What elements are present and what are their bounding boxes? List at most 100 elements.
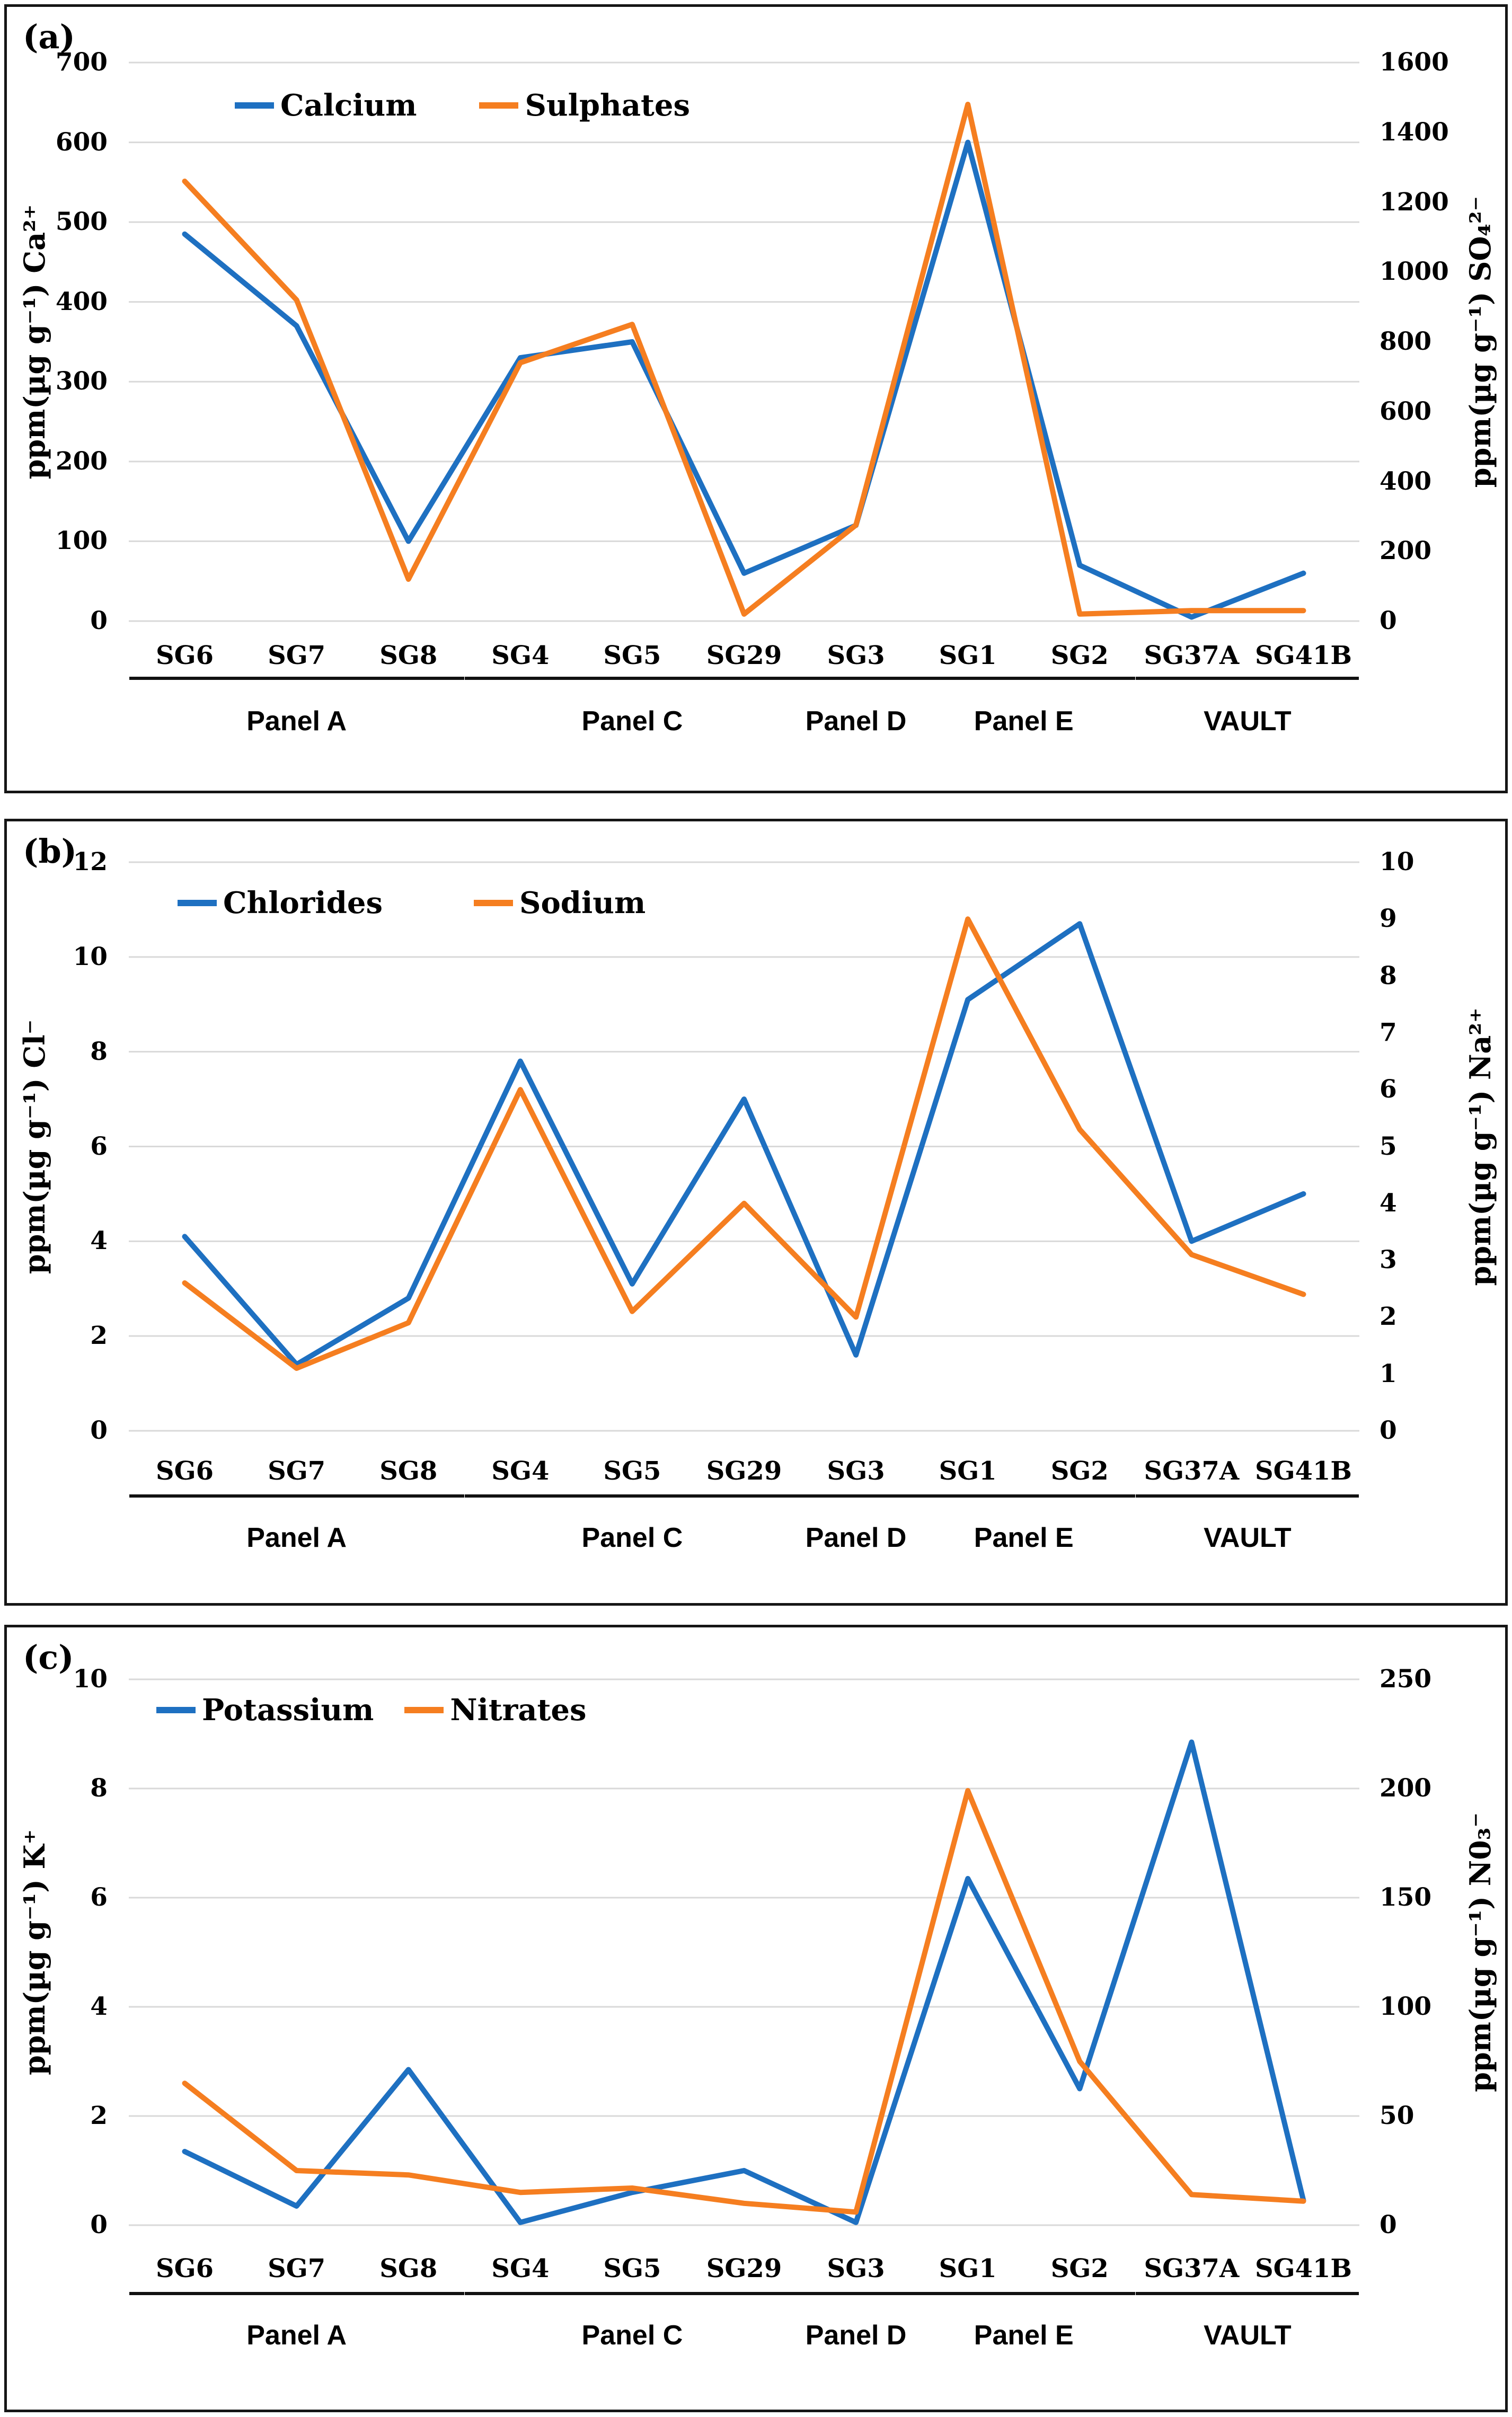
x-category-label: SG41B	[1254, 641, 1352, 670]
legend-swatch-chlorides	[178, 900, 217, 906]
x-category-label: SG41B	[1254, 2254, 1352, 2283]
y-axis-title-left: ppm(µg g⁻¹) Ca²⁺	[17, 204, 51, 480]
panel-group-label: Panel C	[581, 1522, 683, 1553]
y-left-tick-label: 0	[90, 1416, 108, 1445]
panel-group-label: Panel E	[974, 2320, 1074, 2351]
panel-group-label: Panel A	[246, 1522, 347, 1553]
x-category-label: SG37A	[1144, 1456, 1240, 1486]
y-axis-title-right: ppm(µg g⁻¹) N0₃⁻	[1463, 1812, 1497, 2092]
x-category-label: SG8	[379, 1456, 438, 1486]
y-right-tick-label: 0	[1380, 606, 1397, 635]
group-underline	[464, 677, 800, 680]
group-underline	[784, 1494, 928, 1498]
y-right-tick-label: 7	[1380, 1017, 1397, 1047]
group-underline	[912, 1494, 1136, 1498]
y-left-tick-label: 10	[73, 1665, 108, 1694]
legend-item-sodium: Sodium	[474, 888, 646, 918]
group-underline	[464, 1494, 800, 1498]
series-line-nitrates	[182, 1788, 1306, 2215]
y-right-tick-label: 4	[1380, 1188, 1397, 1218]
panel-group-label: Panel C	[581, 706, 683, 737]
y-left-tick-label: 0	[90, 2210, 108, 2239]
x-category-label: SG3	[827, 1456, 885, 1486]
legend-label: Potassium	[202, 1693, 374, 1728]
series-line-calcium	[182, 139, 1306, 620]
legend-swatch-sulphates	[479, 102, 519, 109]
y-left-tick-label: 200	[55, 446, 108, 476]
legend-item-sulphates: Sulphates	[479, 91, 690, 120]
panel-group-label: VAULT	[1204, 1522, 1292, 1553]
y-left-tick-label: 600	[55, 127, 108, 157]
chart-panel-c: (c) Potassium Nitrates ppm(µg g⁻¹) K⁺ pp…	[4, 1625, 1508, 2412]
panel-group-label: Panel A	[246, 706, 347, 737]
y-right-tick-label: 200	[1380, 1774, 1432, 1803]
y-left-tick-label: 500	[55, 207, 108, 237]
x-category-label: SG6	[156, 2254, 214, 2283]
y-right-tick-label: 5	[1380, 1131, 1397, 1161]
group-underline	[464, 2292, 800, 2295]
x-category-label: SG6	[156, 1456, 214, 1486]
legend-swatch-sodium	[474, 900, 513, 906]
legend-item-calcium: Calcium	[235, 91, 417, 120]
y-left-tick-label: 2	[90, 1321, 108, 1351]
series-line-sulphates	[182, 102, 1306, 617]
series-line-sodium	[182, 916, 1306, 1371]
legend-item-potassium: Potassium	[156, 1695, 374, 1725]
y-right-tick-label: 400	[1380, 466, 1432, 496]
y-left-tick-label: 10	[73, 942, 108, 971]
x-category-label: SG6	[156, 641, 214, 670]
legend: Calcium Sulphates	[235, 91, 690, 120]
y-right-tick-label: 200	[1380, 536, 1432, 566]
x-category-label: SG37A	[1144, 641, 1240, 670]
y-axis-title-right: ppm(µg g⁻¹) Na²⁺	[1463, 1007, 1497, 1286]
legend-item-nitrates: Nitrates	[404, 1695, 587, 1725]
x-category-label: SG3	[827, 641, 885, 670]
y-axis-title-left: ppm(µg g⁻¹) K⁺	[17, 1829, 51, 2075]
y-right-tick-label: 1000	[1380, 257, 1449, 287]
legend-item-chlorides: Chlorides	[178, 888, 383, 918]
y-right-tick-label: 600	[1380, 396, 1432, 426]
x-category-label: SG3	[827, 2254, 885, 2283]
y-right-tick-label: 2	[1380, 1302, 1397, 1332]
legend-label: Calcium	[280, 88, 417, 123]
chart-panel-a: (a) Calcium Sulphates ppm(µg g⁻¹) Ca²⁺ p…	[4, 4, 1508, 793]
y-right-tick-label: 9	[1380, 904, 1397, 934]
x-category-label: SG1	[939, 2254, 997, 2283]
y-right-tick-label: 3	[1380, 1245, 1397, 1275]
x-category-label: SG29	[706, 2254, 782, 2283]
panel-group-label: Panel C	[581, 2320, 683, 2351]
x-category-label: SG7	[268, 641, 326, 670]
y-right-tick-label: 6	[1380, 1075, 1397, 1104]
y-left-tick-label: 100	[55, 526, 108, 556]
y-left-tick-label: 400	[55, 287, 108, 316]
panel-letter: (c)	[23, 1638, 74, 1677]
group-underline	[1136, 677, 1359, 680]
series-line-chlorides	[182, 921, 1306, 1367]
series-line-potassium	[182, 1739, 1306, 2225]
x-category-label: SG1	[939, 1456, 997, 1486]
x-category-label: SG5	[603, 641, 661, 670]
y-right-tick-label: 250	[1380, 1665, 1432, 1694]
x-category-label: SG4	[491, 641, 550, 670]
group-underline	[912, 677, 1136, 680]
x-category-label: SG29	[706, 641, 782, 670]
legend-swatch-calcium	[235, 102, 274, 109]
panel-group-label: VAULT	[1204, 2320, 1292, 2351]
y-left-tick-label: 0	[90, 606, 108, 635]
x-category-label: SG37A	[1144, 2254, 1240, 2283]
y-right-tick-label: 0	[1380, 1416, 1397, 1445]
y-right-tick-label: 10	[1380, 847, 1414, 877]
legend: Potassium Nitrates	[156, 1695, 587, 1725]
x-category-label: SG29	[706, 1456, 782, 1486]
x-category-label: SG2	[1050, 641, 1109, 670]
x-category-label: SG8	[379, 2254, 438, 2283]
legend-swatch-potassium	[156, 1707, 196, 1713]
legend-label: Chlorides	[223, 886, 383, 920]
x-category-label: SG8	[379, 641, 438, 670]
y-left-tick-label: 6	[90, 1131, 108, 1161]
panel-group-label: Panel A	[246, 2320, 347, 2351]
x-category-label: SG2	[1050, 2254, 1109, 2283]
x-category-label: SG4	[491, 1456, 550, 1486]
y-right-tick-label: 800	[1380, 327, 1432, 356]
x-category-label: SG4	[491, 2254, 550, 2283]
